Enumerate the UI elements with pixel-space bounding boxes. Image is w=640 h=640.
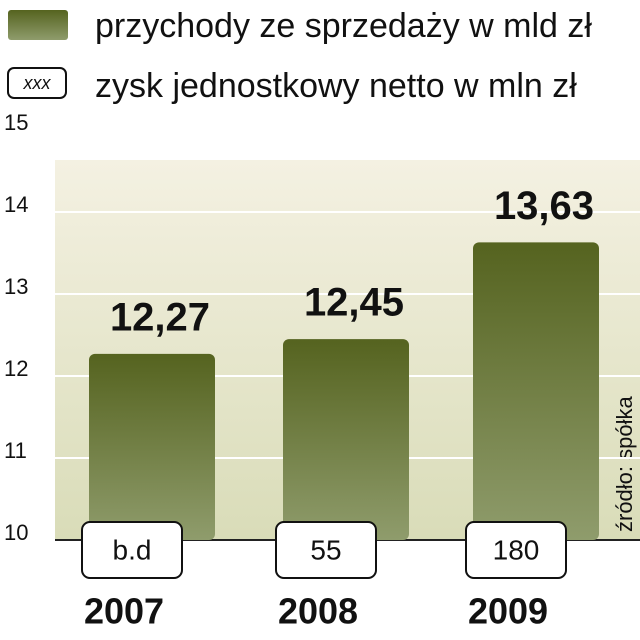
- y-tick-label: 11: [4, 438, 27, 463]
- x-tick-label: 2008: [278, 591, 358, 632]
- profit-box: [81, 521, 183, 579]
- y-tick-label: 15: [4, 110, 28, 135]
- value-label: 12,45: [304, 281, 404, 325]
- profit-label: 180: [493, 534, 540, 565]
- profit-box: [275, 521, 377, 579]
- bar: [283, 339, 409, 540]
- y-tick-label: 13: [4, 274, 28, 299]
- value-label: 12,27: [110, 295, 210, 339]
- x-tick-label: 2007: [84, 591, 164, 632]
- legend-label: przychody ze sprzedaży w mld zł: [95, 7, 592, 45]
- bar: [89, 353, 215, 540]
- source: źródło: spółka: [612, 395, 637, 532]
- y-tick-label: 14: [4, 192, 28, 217]
- profit-box: [465, 521, 567, 579]
- legend-label: zysk jednostkowy netto w mln zł: [95, 67, 577, 105]
- profit-label: b.d: [113, 534, 152, 565]
- y-tick-label: 10: [4, 520, 28, 545]
- profit-label: 55: [310, 534, 341, 565]
- value-label: 13,63: [494, 184, 594, 228]
- legend-swatch: [8, 10, 68, 40]
- legend-box-label: xxx: [23, 73, 52, 93]
- x-tick-label: 2009: [468, 591, 548, 632]
- legend-box: [7, 67, 67, 99]
- y-tick-label: 12: [4, 356, 28, 381]
- bar: [473, 242, 599, 540]
